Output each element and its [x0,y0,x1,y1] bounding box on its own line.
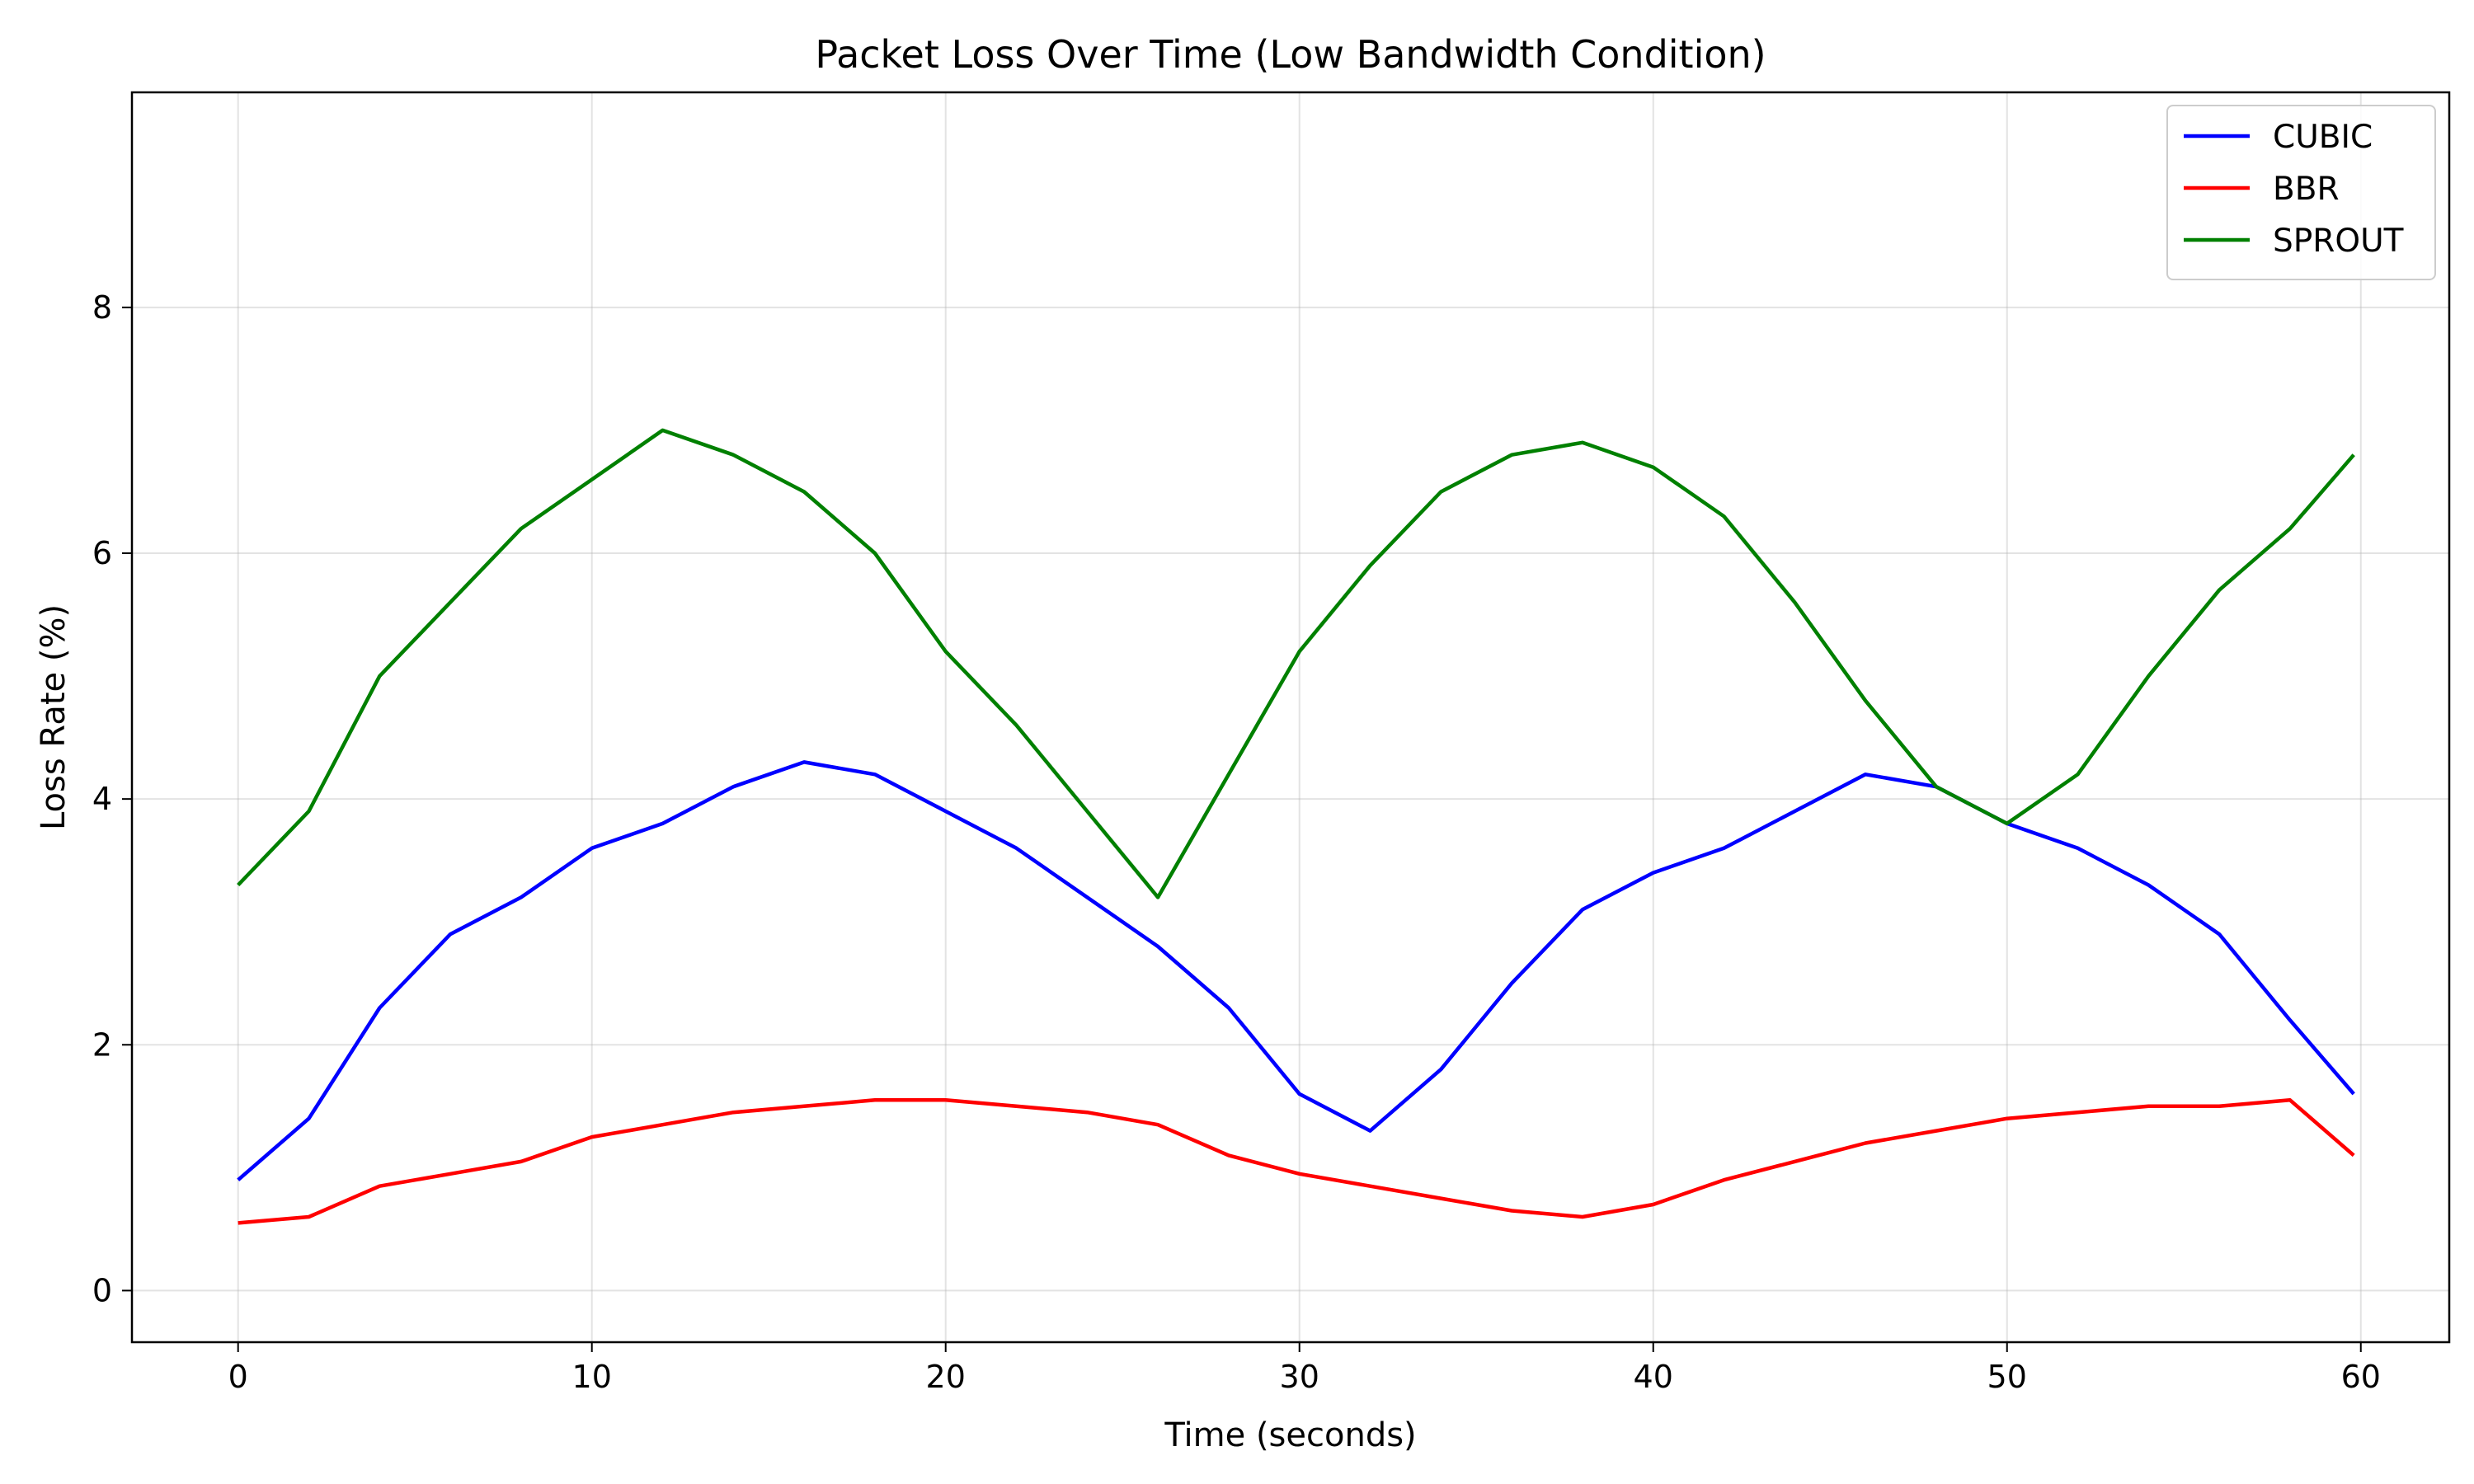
y-tick-label: 4 [92,781,112,817]
chart-title: Packet Loss Over Time (Low Bandwidth Con… [815,32,1766,77]
y-tick-label: 8 [92,289,112,326]
x-tick-label: 60 [2341,1359,2381,1395]
y-tick-label: 2 [92,1026,112,1063]
y-tick-label: 0 [92,1272,112,1308]
x-tick-label: 50 [1987,1359,2027,1395]
legend-label-bbr: BBR [2273,171,2340,208]
legend-box [2166,105,2436,280]
legend-label-sprout: SPROUT [2273,223,2404,260]
series-line-sprout [237,428,2355,899]
legend-label-cubic: CUBIC [2273,119,2373,156]
y-axis-label: Loss Rate (%) [35,604,73,830]
x-tick-label: 40 [1634,1359,1673,1395]
grid-layer [132,92,2449,1342]
plot-frame [130,91,2451,1344]
x-tick-label: 20 [926,1359,966,1395]
series-line-bbr [238,1098,2355,1225]
y-tick-label: 6 [92,535,112,571]
x-tick-label: 30 [1280,1359,1319,1395]
x-axis-label: Time (seconds) [1164,1416,1416,1454]
x-tick-label: 10 [572,1359,612,1395]
x-tick-label: 0 [228,1359,248,1395]
series-layer [237,428,2355,1225]
legend: CUBIC BBR SPROUT [2166,105,2436,280]
tick-layer: 0 10 20 30 40 50 60 0 2 4 6 8 [92,289,2381,1395]
